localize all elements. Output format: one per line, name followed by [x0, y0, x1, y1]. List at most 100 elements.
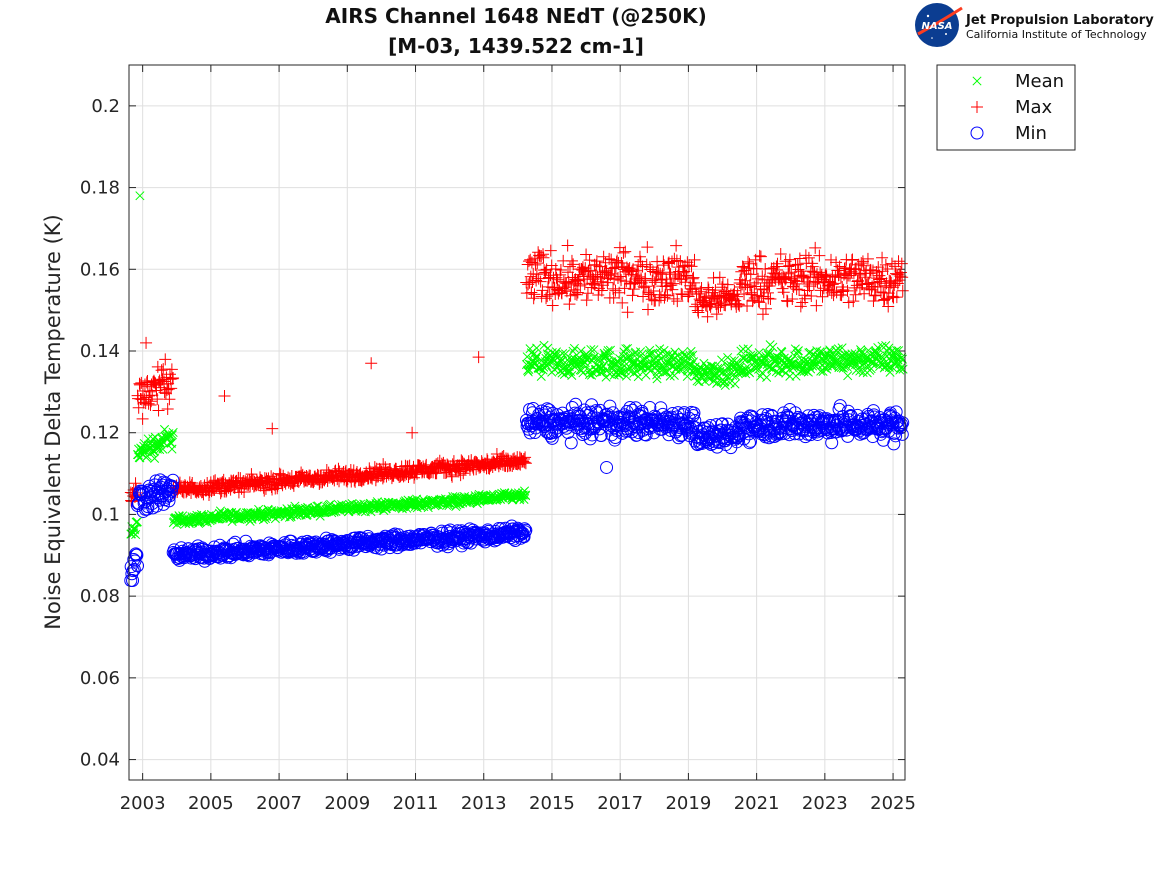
- data-point-max: [673, 272, 686, 285]
- data-point-mean: [142, 451, 152, 461]
- data-point-max: [257, 481, 270, 494]
- data-point-max: [642, 286, 655, 299]
- data-point-mean: [168, 427, 178, 438]
- data-point-max: [639, 280, 652, 293]
- data-point-max: [597, 250, 610, 263]
- data-point-max: [610, 256, 623, 269]
- data-point-max: [520, 287, 533, 300]
- data-point-max: [683, 259, 696, 272]
- data-point-max: [648, 276, 661, 289]
- series-min: [124, 397, 910, 588]
- data-point-max: [676, 288, 689, 301]
- data-point-min: [141, 500, 155, 514]
- data-point-min: [127, 563, 141, 577]
- x-tick-label: 2023: [802, 793, 848, 814]
- data-point-max: [661, 289, 674, 302]
- data-point-max: [666, 283, 679, 296]
- x-tick-label: 2019: [665, 793, 711, 814]
- x-tick-label: 2005: [188, 793, 234, 814]
- data-point-mean: [855, 366, 865, 376]
- data-point-mean: [727, 356, 737, 366]
- data-point-max: [274, 468, 287, 481]
- data-point-max: [826, 278, 839, 291]
- data-point-max: [730, 300, 743, 313]
- data-point-max: [258, 484, 271, 497]
- data-point-max: [793, 283, 806, 296]
- data-point-mean: [167, 444, 177, 454]
- data-point-max: [684, 282, 697, 295]
- data-point-max: [762, 292, 775, 305]
- data-point-max: [641, 241, 654, 254]
- data-point-mean: [881, 361, 892, 371]
- data-point-max: [692, 287, 705, 300]
- data-point-max: [519, 457, 532, 470]
- data-point-max: [841, 284, 854, 297]
- chart-subtitle: [M-03, 1439.522 cm-1]: [388, 34, 644, 58]
- data-point-max: [679, 269, 692, 282]
- data-point-min: [402, 532, 416, 546]
- data-point-min: [126, 564, 140, 578]
- data-point-min: [647, 426, 661, 440]
- legend-label-mean: Mean: [1015, 71, 1064, 92]
- data-point-max: [744, 268, 757, 281]
- data-point-mean: [621, 371, 632, 381]
- y-tick-label: 0.14: [80, 341, 120, 362]
- data-point-max: [136, 385, 149, 398]
- data-point-mean: [625, 351, 635, 361]
- data-point-max: [869, 289, 882, 302]
- data-point-max: [771, 264, 784, 277]
- data-point-max: [876, 251, 889, 264]
- data-point-max: [659, 288, 672, 301]
- outlier-point-max: [406, 426, 419, 439]
- data-point-max: [858, 287, 871, 300]
- data-point-max: [159, 353, 172, 366]
- data-point-max: [752, 295, 765, 308]
- data-point-max: [868, 289, 881, 302]
- data-point-max: [878, 293, 891, 306]
- data-point-max: [542, 272, 555, 285]
- data-point-max: [408, 468, 421, 481]
- data-point-min: [564, 436, 578, 450]
- data-point-min: [518, 525, 532, 539]
- x-tick-label: 2011: [393, 793, 439, 814]
- x-tick-label: 2025: [870, 793, 916, 814]
- data-point-mean: [644, 349, 654, 359]
- data-point-max: [541, 290, 554, 303]
- data-point-mean: [536, 371, 546, 382]
- data-point-max: [446, 470, 459, 483]
- data-point-max: [603, 252, 616, 265]
- data-point-min: [548, 425, 562, 439]
- data-point-max: [799, 292, 812, 305]
- data-point-mean: [539, 340, 549, 350]
- data-point-max: [820, 268, 833, 281]
- data-point-max: [709, 284, 722, 297]
- data-point-min: [687, 406, 701, 420]
- data-point-max: [845, 254, 858, 267]
- data-point-max: [842, 296, 855, 309]
- data-markers: [124, 191, 910, 588]
- data-point-max: [741, 300, 754, 313]
- data-point-mean: [496, 494, 506, 504]
- data-point-max: [713, 271, 726, 284]
- data-point-max: [763, 280, 776, 293]
- y-tick-label: 0.08: [80, 586, 120, 607]
- data-point-max: [537, 251, 550, 264]
- data-point-max: [617, 246, 630, 259]
- data-point-max: [163, 393, 176, 406]
- y-tick-label: 0.06: [80, 668, 120, 689]
- data-point-max: [563, 298, 576, 311]
- data-point-max: [721, 278, 734, 291]
- jpl-title: Jet Propulsion Laboratory: [965, 13, 1154, 28]
- data-point-max: [790, 277, 803, 290]
- data-point-min: [760, 415, 774, 429]
- data-point-max: [615, 274, 628, 287]
- outlier-point-max: [365, 357, 378, 370]
- data-point-min: [755, 408, 769, 422]
- data-point-max: [810, 299, 823, 312]
- data-point-max: [605, 267, 618, 280]
- data-point-mean: [885, 367, 895, 377]
- data-point-max: [699, 291, 712, 304]
- data-point-max: [543, 288, 556, 301]
- data-point-max: [688, 276, 701, 289]
